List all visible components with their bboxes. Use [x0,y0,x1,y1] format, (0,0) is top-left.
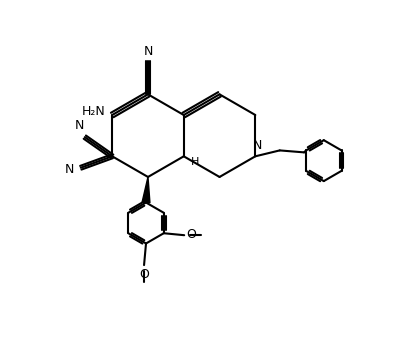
Text: N: N [65,163,74,176]
Text: H: H [191,157,199,167]
Text: N: N [74,119,84,132]
Text: N: N [253,139,262,152]
Polygon shape [142,177,150,203]
Text: O: O [139,268,149,281]
Text: N: N [143,45,153,58]
Text: H₂N: H₂N [81,105,105,118]
Text: O: O [186,228,196,241]
